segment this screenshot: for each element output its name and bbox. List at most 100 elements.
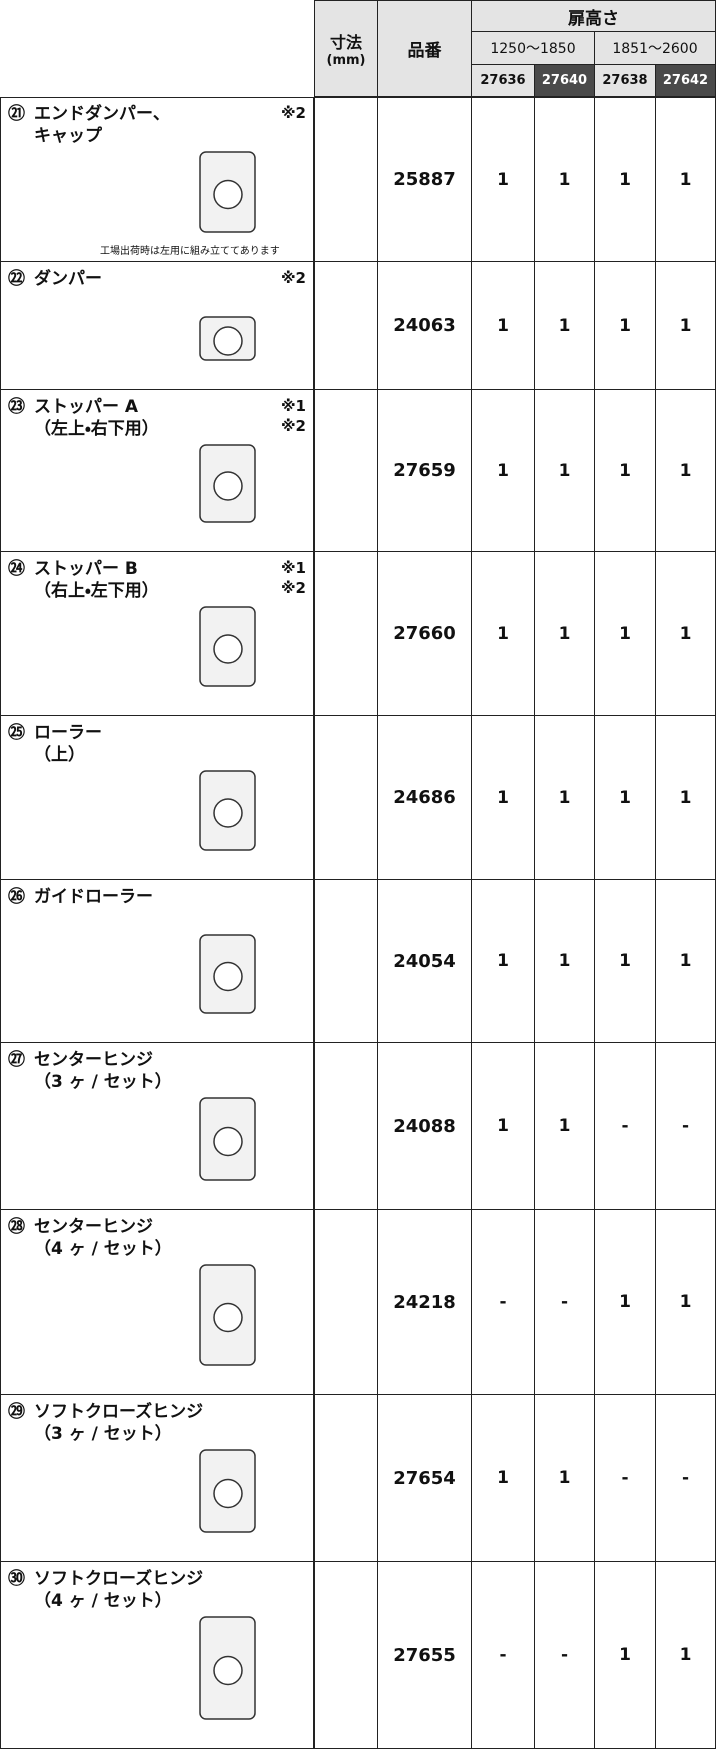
quantity: 1: [595, 97, 656, 262]
item-number: ㉔: [8, 559, 25, 579]
quantity: 1: [595, 1210, 656, 1395]
item-name: センターヒンジ: [34, 1050, 153, 1070]
size-cell: [314, 262, 378, 390]
item-name: センターヒンジ: [34, 1217, 153, 1237]
quantity: 1: [656, 1562, 716, 1749]
quantity: 1: [535, 880, 595, 1043]
part-number: 24054: [378, 880, 472, 1043]
size-cell: [314, 1562, 378, 1749]
part-illustration: [199, 151, 256, 233]
item-cell: [0, 97, 314, 262]
item-name: ソフトクローズヒンジ: [34, 1569, 204, 1589]
part-illustration: [199, 1097, 256, 1181]
part-no-header: 品番: [378, 0, 472, 97]
size-cell: [314, 716, 378, 880]
quantity: 1: [656, 552, 716, 716]
quantity: 1: [595, 1562, 656, 1749]
quantity: 1: [535, 552, 595, 716]
part-number: 27660: [378, 552, 472, 716]
part-illustration: [199, 444, 256, 523]
item-number: ㉑: [8, 104, 25, 124]
item-name: （3 ヶ / セット）: [34, 1424, 172, 1444]
item-cell: [0, 1043, 314, 1210]
item-name: キャップ: [34, 126, 102, 146]
quantity: 1: [595, 262, 656, 390]
size-cell: [314, 880, 378, 1043]
part-illustration: [199, 934, 256, 1014]
item-number: ㉖: [8, 887, 25, 907]
quantity: -: [535, 1562, 595, 1749]
item-note: ※2: [280, 417, 306, 435]
item-name: （左上・右下用）: [34, 419, 159, 439]
item-name: ガイドローラー: [34, 887, 153, 907]
item-cell: [0, 390, 314, 552]
model-code: 27642: [656, 65, 716, 97]
item-name: （4 ヶ / セット）: [34, 1591, 172, 1611]
height-range: 1250～1850: [472, 32, 595, 65]
item-number: ㉗: [8, 1050, 25, 1070]
size-cell: [314, 1043, 378, 1210]
item-cell: [0, 880, 314, 1043]
item-number: ㉕: [8, 723, 25, 743]
quantity: 1: [535, 390, 595, 552]
size-header: 寸法 (mm): [314, 0, 378, 97]
quantity: 1: [656, 97, 716, 262]
item-note: ※1: [280, 397, 306, 415]
quantity: 1: [472, 1395, 535, 1562]
size-label: 寸法: [329, 33, 362, 52]
quantity: 1: [656, 880, 716, 1043]
item-name: エンドダンパー、: [34, 104, 170, 124]
item-name: （3 ヶ / セット）: [34, 1072, 172, 1092]
item-name: ストッパー A: [34, 397, 139, 417]
item-number: ㉘: [8, 1217, 25, 1237]
quantity: 1: [472, 262, 535, 390]
item-note: ※2: [280, 579, 306, 597]
part-illustration: [199, 316, 256, 361]
item-caption: 工場出荷時は左用に組み立ててあります: [100, 246, 280, 257]
quantity: 1: [535, 262, 595, 390]
quantity: 1: [656, 716, 716, 880]
quantity: -: [535, 1210, 595, 1395]
quantity: 1: [595, 716, 656, 880]
part-number: 27659: [378, 390, 472, 552]
quantity: 1: [472, 390, 535, 552]
part-illustration: [199, 1616, 256, 1720]
item-name: ソフトクローズヒンジ: [34, 1402, 204, 1422]
quantity: 1: [595, 880, 656, 1043]
size-cell: [314, 1395, 378, 1562]
item-number: ㉙: [8, 1402, 25, 1422]
item-note: ※1: [280, 559, 306, 577]
quantity: 1: [472, 97, 535, 262]
item-note: ※2: [280, 269, 306, 287]
quantity: -: [595, 1043, 656, 1210]
item-number: ㉓: [8, 397, 25, 417]
item-cell: [0, 1210, 314, 1395]
model-code: 27638: [595, 65, 656, 97]
part-number: 24063: [378, 262, 472, 390]
part-number: 24686: [378, 716, 472, 880]
quantity: 1: [472, 880, 535, 1043]
quantity: 1: [472, 552, 535, 716]
quantity: -: [472, 1210, 535, 1395]
item-cell: [0, 1395, 314, 1562]
quantity: 1: [656, 262, 716, 390]
quantity: 1: [472, 1043, 535, 1210]
item-cell: [0, 262, 314, 390]
quantity: 1: [535, 1395, 595, 1562]
quantity: 1: [656, 390, 716, 552]
part-number: 27654: [378, 1395, 472, 1562]
quantity: -: [656, 1395, 716, 1562]
quantity: 1: [535, 716, 595, 880]
quantity: -: [595, 1395, 656, 1562]
size-unit: (mm): [326, 53, 366, 68]
item-cell: [0, 552, 314, 716]
part-illustration: [199, 1449, 256, 1533]
item-note: ※2: [280, 104, 306, 122]
quantity: 1: [595, 390, 656, 552]
part-number: 27655: [378, 1562, 472, 1749]
model-code: 27640: [535, 65, 595, 97]
part-number: 25887: [378, 97, 472, 262]
item-name: ストッパー B: [34, 559, 138, 579]
size-cell: [314, 97, 378, 262]
